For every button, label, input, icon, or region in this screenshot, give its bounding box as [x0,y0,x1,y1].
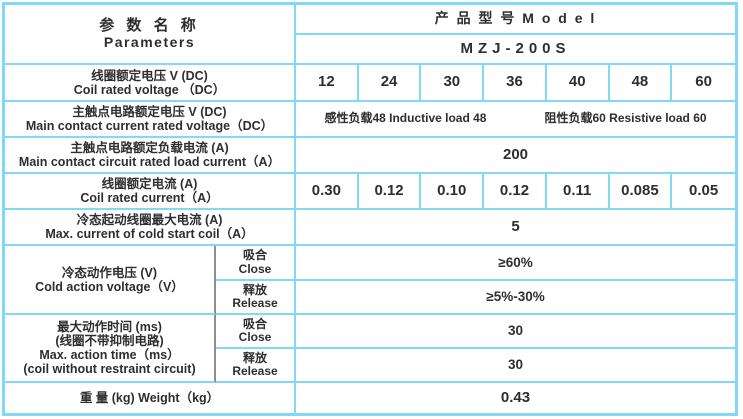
weight-value-cell: 0.43 [296,383,735,413]
coil-voltage-value-cell: 24 [358,65,422,102]
cold-action-close-sublabel: 吸合 Close [216,246,296,281]
header-parameters: 参 数 名 称 Parameters [5,5,296,65]
coil-voltage-label-en: Coil rated voltage （DC） [73,82,226,97]
coil-voltage-value: 30 [443,73,461,91]
header-parameters-cn: 参 数 名 称 [99,16,200,34]
close-label-en: Close [238,261,272,276]
release-label-en: Release [232,364,278,378]
max-action-release-sublabel: 释放 Release [216,349,296,383]
coil-voltage-value: 36 [506,73,523,91]
row-cold-action-label: 冷态动作电压 (V) Cold action voltage（V） [5,246,216,315]
coil-voltage-value: 48 [631,73,649,91]
coil-voltage-value-cell: 48 [609,65,673,102]
cold-action-release-value: ≥5%-30% [486,289,545,305]
max-action-label-cn1: 最大动作时间 (ms) [57,320,162,334]
release-label-cn: 释放 [242,350,267,365]
coil-current-value: 0.085 [621,181,659,199]
close-label-en: Close [238,330,272,344]
coil-voltage-value-cell: 12 [296,65,359,102]
cold-start-label-cn: 冷态起动线圈最大电流 (A) [76,213,223,227]
row-cold-start-label: 冷态起动线圈最大电流 (A) Max. current of cold star… [5,210,296,246]
coil-current-value: 0.11 [563,181,592,199]
contact-voltage-value-cell: 感性负载48 Inductive load 48 阻性负载60 Resistiv… [296,102,735,138]
load-current-label-en: Main contact circuit rated load current（… [18,155,281,169]
model-value-cell: MZJ-200S [296,35,735,65]
header-model: 产 品 型 号 M o d e l [296,5,735,35]
coil-voltage-value: 60 [695,73,712,91]
row-coil-current-label: 线圈额定电流 (A) Coil rated current（A） [5,174,296,210]
cold-action-release-sublabel: 释放 Release [216,281,296,315]
coil-voltage-value-cell: 40 [546,65,610,102]
coil-voltage-value-cell: 36 [484,65,547,102]
weight-value: 0.43 [500,388,531,406]
header-model-title: 产 品 型 号 M o d e l [434,10,597,27]
coil-current-label-cn: 线圈额定电流 (A) [101,177,198,191]
header-parameters-en: Parameters [103,33,196,50]
max-action-label-en2: (coil without restraint circuit) [23,362,196,376]
max-action-close-sublabel: 吸合 Close [216,315,296,349]
cold-action-label-cn: 冷态动作电压 (V) [61,265,158,280]
coil-current-value: 0.30 [311,181,341,199]
cold-start-label-en: Max. current of cold start coil（A） [45,227,254,241]
coil-current-value-cell: 0.10 [421,174,485,210]
load-current-value-cell: 200 [296,138,735,174]
coil-voltage-value-cell: 30 [421,65,485,102]
coil-current-value-cell: 0.12 [358,174,422,210]
row-contact-voltage-label: 主触点电路额定电压 V (DC) Main contact current ra… [5,102,296,138]
coil-voltage-value: 12 [318,73,335,91]
max-action-release-value: 30 [507,357,524,373]
coil-voltage-value-cell: 60 [672,65,735,102]
coil-current-label-en: Coil rated current（A） [80,191,219,205]
cold-start-value: 5 [511,217,520,235]
coil-current-value-cell: 0.05 [672,174,735,210]
coil-current-value: 0.12 [374,181,404,199]
coil-current-value: 0.10 [437,181,467,199]
cold-start-value-cell: 5 [296,210,735,246]
coil-current-value-cell: 0.11 [546,174,610,210]
weight-label: 重 量 (kg) Weight（kg） [79,391,220,405]
row-weight-label: 重 量 (kg) Weight（kg） [5,383,296,413]
row-load-current-label: 主触点电路额定负载电流 (A) Main contact circuit rat… [5,138,296,174]
model-value: MZJ-200S [460,39,571,57]
coil-current-value: 0.05 [689,181,719,199]
max-action-label-en1: Max. action time（ms） [39,348,180,362]
max-action-close-value-cell: 30 [296,315,735,349]
cold-action-close-value-cell: ≥60% [296,246,735,281]
contact-voltage-inductive: 感性负载48 Inductive load 48 [324,111,487,126]
contact-voltage-resistive: 阻性负载60 Resistive load 60 [544,111,707,126]
cold-action-close-value: ≥60% [498,254,533,270]
coil-voltage-value: 24 [380,73,398,91]
coil-current-value-cell: 0.30 [296,174,359,210]
cold-action-label-en: Cold action voltage（V） [35,279,184,294]
close-label-cn: 吸合 [242,248,267,263]
row-max-action-label: 最大动作时间 (ms) (线圈不带抑制电路) Max. action time（… [5,315,216,383]
coil-current-value-cell: 0.12 [484,174,547,210]
coil-current-value: 0.12 [499,181,530,199]
release-label-en: Release [232,296,278,310]
spec-table: 参 数 名 称 Parameters 产 品 型 号 M o d e l MZJ… [2,2,738,416]
max-action-release-value-cell: 30 [296,349,735,383]
max-action-close-value: 30 [507,323,524,339]
release-label-cn: 释放 [242,282,267,297]
load-current-value: 200 [502,145,529,163]
load-current-label-cn: 主触点电路额定负载电流 (A) [70,141,229,155]
coil-voltage-label-cn: 线圈额定电压 V (DC) [91,68,208,83]
contact-voltage-label-cn: 主触点电路额定电压 V (DC) [72,105,227,119]
max-action-label-cn2: (线圈不带抑制电路) [55,334,164,348]
contact-voltage-label-en: Main contact current rated voltage（DC） [25,119,274,133]
cold-action-release-value-cell: ≥5%-30% [296,281,735,315]
close-label-cn: 吸合 [242,316,267,331]
coil-voltage-value: 40 [568,73,586,91]
coil-current-value-cell: 0.085 [609,174,673,210]
row-coil-voltage-label: 线圈额定电压 V (DC) Coil rated voltage （DC） [5,65,296,102]
